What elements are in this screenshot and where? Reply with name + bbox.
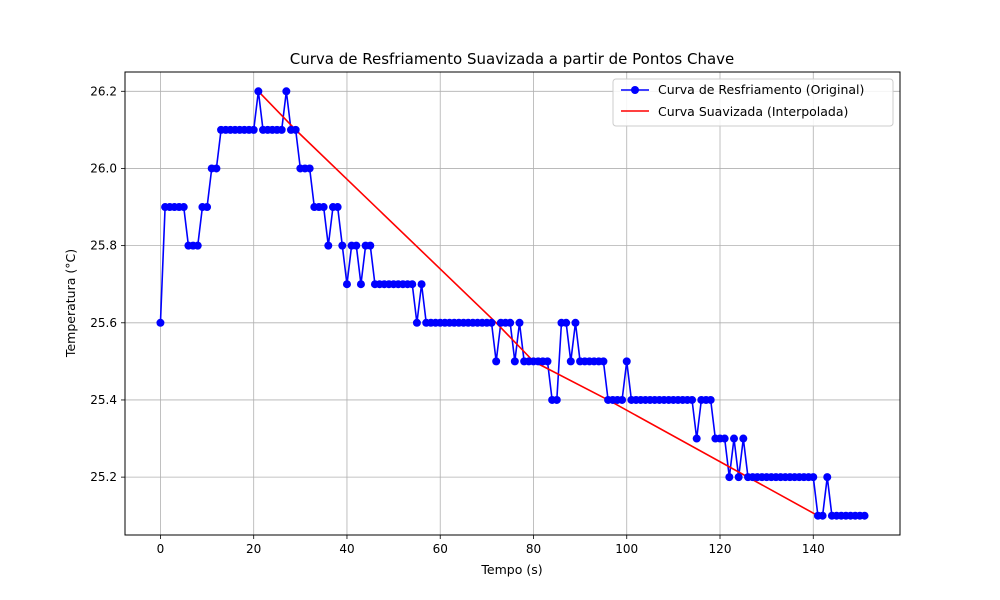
legend-label-original: Curva de Resfriamento (Original)	[658, 82, 864, 97]
y-tick-label: 25.8	[90, 239, 117, 253]
x-tick-label: 40	[339, 542, 354, 556]
data-point-original	[515, 318, 524, 327]
data-point-original	[352, 241, 361, 250]
data-point-original	[720, 434, 729, 443]
data-point-original	[734, 473, 743, 482]
data-point-original	[543, 357, 552, 366]
data-point-original	[366, 241, 375, 250]
data-point-original	[412, 318, 421, 327]
data-point-original	[254, 87, 263, 96]
data-point-original	[212, 164, 221, 173]
legend: Curva de Resfriamento (Original) Curva S…	[612, 78, 894, 127]
data-point-original	[203, 203, 212, 212]
data-point-original	[333, 203, 342, 212]
data-point-original	[562, 318, 571, 327]
x-tick-label: 100	[615, 542, 638, 556]
data-point-original	[725, 473, 734, 482]
data-point-original	[860, 511, 869, 520]
data-point-original	[552, 395, 561, 404]
data-point-original	[249, 125, 258, 134]
data-point-original	[706, 395, 715, 404]
data-point-original	[823, 473, 832, 482]
data-point-original	[305, 164, 314, 173]
data-point-original	[492, 357, 501, 366]
data-point-original	[688, 395, 697, 404]
y-tick-label: 26.0	[90, 161, 117, 175]
data-point-original	[730, 434, 738, 443]
data-point-original	[324, 241, 333, 250]
y-axis-label: Temperatura (°C)	[63, 249, 78, 358]
x-axis-label: Tempo (s)	[480, 562, 542, 577]
axes-frame	[124, 71, 901, 536]
data-point-original	[739, 434, 748, 443]
data-point-original	[408, 280, 417, 289]
y-tick-label: 26.2	[90, 84, 117, 98]
data-markers	[156, 87, 869, 520]
data-point-original	[510, 357, 519, 366]
x-tick-label: 80	[526, 542, 541, 556]
data-point-original	[809, 473, 818, 482]
data-point-original	[282, 87, 291, 96]
y-tick-label: 25.4	[90, 393, 117, 407]
y-tick-label: 25.6	[90, 316, 117, 330]
data-point-original	[319, 203, 328, 212]
x-tick-label: 20	[246, 542, 261, 556]
x-tick-label: 140	[802, 542, 825, 556]
data-point-original	[291, 125, 300, 134]
data-point-original	[506, 318, 515, 327]
ticks: 0 20 40 60 80 100 120 140 25.2 25.4 25.6 25.8 26.0 26…	[90, 84, 824, 556]
legend-marker-original	[631, 86, 639, 94]
chart-title: Curva de Resfriamento Suavizada a partir…	[290, 50, 735, 68]
y-tick-label: 25.2	[90, 470, 117, 484]
data-point-original	[179, 203, 188, 212]
data-point-original	[622, 357, 631, 366]
data-point-original	[618, 395, 627, 404]
data-point-original	[338, 241, 347, 250]
x-tick-label: 60	[433, 542, 448, 556]
data-point-original	[356, 280, 365, 289]
data-point-original	[487, 318, 496, 327]
x-tick-label: 120	[709, 542, 732, 556]
data-point-original	[417, 280, 426, 289]
data-point-original	[692, 434, 701, 443]
data-point-original	[571, 318, 580, 327]
legend-label-smoothed: Curva Suavizada (Interpolada)	[658, 104, 848, 119]
data-point-original	[566, 357, 575, 366]
legend-box	[612, 78, 894, 127]
data-point-original	[599, 357, 608, 366]
series-line-smoothed	[257, 90, 819, 517]
x-tick-label: 0	[157, 542, 165, 556]
data-point-original	[277, 125, 286, 134]
data-point-original	[156, 318, 165, 327]
data-point-original	[818, 511, 827, 520]
data-point-original	[193, 241, 202, 250]
data-point-original	[342, 280, 351, 289]
